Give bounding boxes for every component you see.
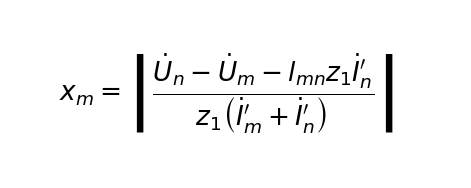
Text: $x_{m} = \left|\dfrac{\dot{U}_{n} - \dot{U}_{m} - l_{mn}z_{1}\dot{I}_{n}^{\prime: $x_{m} = \left|\dfrac{\dot{U}_{n} - \dot… — [58, 52, 394, 136]
